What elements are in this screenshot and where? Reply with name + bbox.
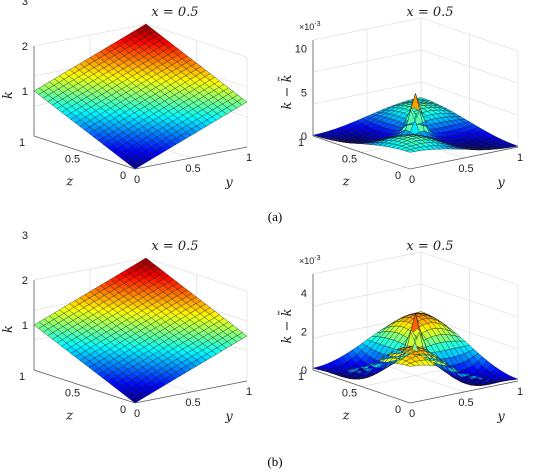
y-axis-line [409, 380, 519, 404]
surface-facet [470, 384, 481, 386]
z-tick-label: 0.5 [342, 154, 357, 166]
y-axis-label: y [224, 410, 233, 425]
z-axis-label: z [342, 174, 350, 189]
y-tick-label: 1 [517, 386, 523, 398]
subplot-title: x = 0.5 [406, 239, 453, 254]
y-tick-label: 0 [134, 408, 140, 420]
grid-line [312, 81, 519, 116]
y-axis-label: y [224, 176, 233, 191]
z-tick-label: 1 [298, 371, 304, 383]
scale-exponent: -3 [314, 21, 320, 28]
k-tick-label: 1 [22, 86, 28, 98]
z-tick-label: 0 [120, 170, 126, 182]
surface-mesh [312, 92, 519, 153]
surface-mesh [33, 23, 248, 170]
z-axis-label: z [342, 408, 350, 423]
subplot-title: x = 0.5 [151, 239, 198, 254]
scale-factor: ×10-3 [299, 21, 321, 32]
k-tick-label: 5 [301, 87, 307, 99]
k-tick-label: 3 [22, 0, 28, 8]
z-tick-label: 0 [395, 404, 401, 416]
surface-facet [405, 363, 416, 367]
y-tick-label: 0.5 [458, 163, 473, 175]
y-axis-line [134, 380, 248, 404]
z-tick-label: 0 [395, 170, 401, 182]
z-axis-line [312, 135, 411, 170]
k-tick-label: 0 [301, 365, 307, 377]
z-axis-label: z [65, 408, 73, 423]
scale-exponent: -3 [314, 255, 320, 262]
k-tick-label: 4 [301, 288, 307, 300]
z-tick-label: 0.5 [65, 154, 80, 166]
y-tick-label: 0 [409, 408, 415, 420]
surface-facet [405, 149, 416, 153]
surface-facet [349, 378, 360, 380]
subplot-title: x = 0.5 [406, 5, 453, 20]
k-axis-label: k − k̃ [278, 308, 295, 343]
k-tick-label: 0 [301, 131, 307, 143]
y-tick-label: 0.5 [185, 397, 200, 409]
surface-facet [130, 396, 141, 404]
y-tick-label: 0 [134, 174, 140, 186]
z-tick-label: 0.5 [342, 388, 357, 400]
y-axis-label: y [496, 410, 505, 425]
y-tick-label: 1 [246, 152, 252, 164]
z-tick-label: 1 [19, 137, 25, 149]
z-axis-line [33, 369, 136, 404]
y-tick-label: 1 [246, 386, 252, 398]
k-tick-label: 2 [301, 327, 307, 339]
caption-b: (b) [267, 454, 282, 469]
y-tick-label: 1 [517, 152, 523, 164]
k-axis-label: k − k̃ [278, 74, 295, 109]
surface-facet [130, 162, 141, 170]
subplot-title: x = 0.5 [151, 5, 198, 20]
z-axis-line [33, 135, 136, 170]
y-axis-line [134, 146, 248, 170]
k-tick-label: 2 [22, 275, 28, 287]
z-tick-label: 0 [120, 404, 126, 416]
k-axis-label: k [1, 325, 16, 333]
surface-mesh [312, 311, 519, 386]
k-tick-label: 1 [22, 320, 28, 332]
scale-factor: ×10-3 [299, 255, 321, 266]
y-tick-label: 0.5 [458, 397, 473, 409]
z-tick-label: 1 [19, 371, 25, 383]
y-axis-line [409, 146, 519, 170]
k-tick-label: 2 [22, 41, 28, 53]
k-tick-label: 3 [22, 230, 28, 242]
y-tick-label: 0 [409, 174, 415, 186]
grid-line [312, 283, 519, 318]
y-axis-label: y [496, 176, 505, 191]
z-axis-line [312, 369, 411, 404]
y-tick-label: 0.5 [185, 163, 200, 175]
k-tick-label: 10 [295, 44, 307, 56]
z-axis-label: z [65, 174, 73, 189]
grid-line [312, 49, 519, 84]
z-tick-label: 0.5 [65, 388, 80, 400]
z-tick-label: 1 [298, 137, 304, 149]
caption-a: (a) [268, 209, 282, 224]
subplot-b-left: 0 0.5 1 0 0.5 1 1 2 3 y z k x = 0.5 [1, 230, 252, 425]
subplot-a-left: 0 0.5 1 0 0.5 1 1 2 3 y z k x = 0.5 [1, 0, 252, 191]
k-axis-label: k [1, 91, 16, 99]
surface-mesh [33, 257, 248, 404]
